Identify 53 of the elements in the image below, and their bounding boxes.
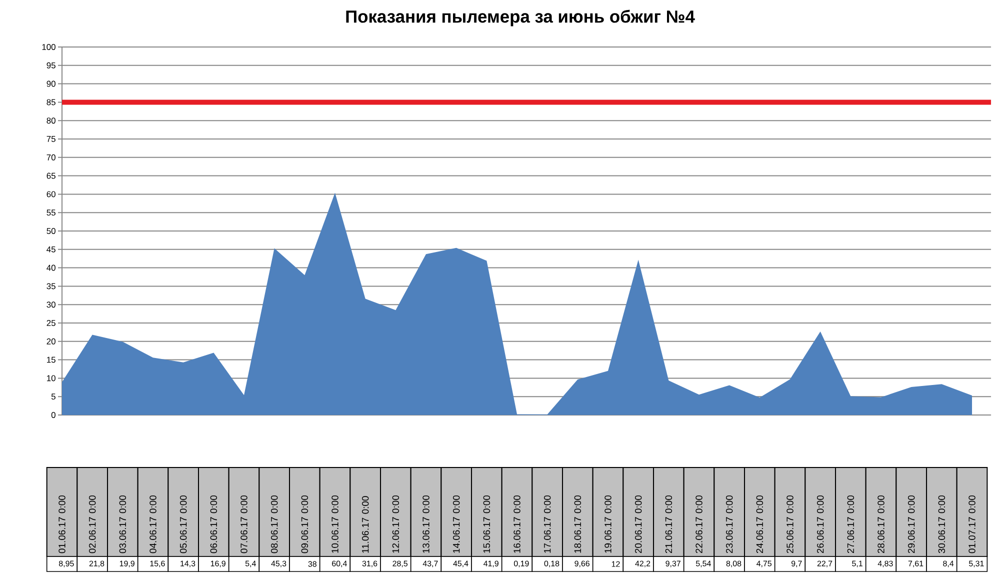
- y-tick-label: 95: [46, 62, 56, 68]
- x-tick-label: 16.06.17 0:00: [514, 495, 520, 553]
- x-tick-label: 19.06.17 0:00: [604, 495, 612, 553]
- x-tick-label: 04.06.17 0:00: [150, 495, 156, 554]
- x-tick-label: 05.06.17 0:00: [180, 495, 187, 554]
- x-tick-label: 28.06.17 0:00: [878, 495, 884, 554]
- y-tick-label: 15: [47, 356, 56, 363]
- x-tick-label: 06.06.17 0:00: [210, 495, 218, 554]
- y-tick-label: 30: [46, 302, 56, 308]
- x-tick-label: 29.06.17 0:00: [908, 495, 915, 554]
- y-tick-label: 55: [46, 210, 56, 216]
- x-tick-label: 10.06.17 0:00: [332, 495, 338, 553]
- x-tick-label: 25.06.17 0:00: [786, 495, 794, 554]
- y-tick-label: 0: [51, 412, 56, 418]
- x-tick-label: 02.06.17 0:00: [88, 495, 96, 554]
- x-tick-label: 27.06.17 0:00: [847, 495, 854, 554]
- y-tick-label: 85: [46, 99, 56, 106]
- y-tick-label: 90: [46, 80, 56, 87]
- y-tick-label: 10: [47, 375, 56, 382]
- x-tick-label: 12.06.17 0:00: [392, 495, 400, 553]
- x-tick-label: 11.06.17 0:00: [362, 496, 369, 553]
- x-tick-label: 17.06.17 0:00: [544, 495, 551, 553]
- x-tick-label: 21.06.17 0:00: [665, 495, 672, 554]
- y-tick-label: 35: [46, 283, 56, 290]
- x-tick-label: 23.06.17 0:00: [726, 495, 733, 554]
- x-tick-label: 18.06.17 0:00: [574, 495, 582, 553]
- x-tick-label: 22.06.17 0:00: [696, 495, 702, 554]
- x-tick-label: 14.06.17 0:00: [452, 495, 460, 553]
- x-tick-label: 26.06.17 0:00: [816, 495, 824, 554]
- y-tick-label: 70: [46, 154, 56, 160]
- x-tick-label: 24.06.17 0:00: [756, 495, 764, 554]
- y-tick-label: 80: [46, 118, 56, 124]
- x-tick-label: 01.07.17 0:00: [968, 495, 976, 554]
- y-tick-label: 5: [51, 394, 56, 400]
- x-tick-label: 01.06.17 0:00: [58, 495, 66, 554]
- x-tick-label: 03.06.17 0:00: [119, 495, 126, 554]
- x-tick-label: 15.06.17 0:00: [483, 495, 490, 553]
- y-tick-label: 50: [46, 228, 56, 234]
- y-tick-label: 40: [46, 264, 56, 271]
- y-tick-label: 75: [46, 136, 56, 142]
- x-tick-label: 07.06.17 0:00: [240, 495, 248, 554]
- x-tick-label: 20.06.17 0:00: [634, 495, 642, 554]
- x-tick-label: 09.06.17 0:00: [301, 495, 308, 554]
- y-tick-label: 60: [46, 191, 56, 198]
- y-tick-label: 65: [46, 172, 56, 179]
- x-tick-label: 13.06.17 0:00: [422, 495, 430, 553]
- y-tick-label: 25: [46, 320, 56, 326]
- x-tick-label: 08.06.17 0:00: [270, 495, 278, 554]
- y-tick-label: 20: [46, 338, 56, 344]
- x-tick-label: 30.06.17 0:00: [938, 495, 946, 554]
- y-tick-label: 100: [42, 44, 56, 50]
- y-tick-label: 45: [46, 246, 56, 252]
- chart-title: Показания пылемера за июнь обжиг №4: [346, 10, 695, 26]
